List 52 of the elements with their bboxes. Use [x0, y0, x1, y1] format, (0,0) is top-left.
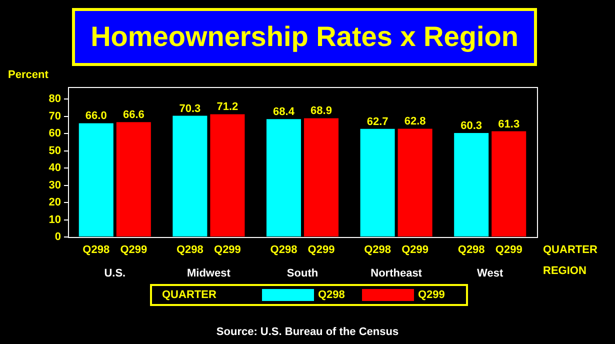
- legend-label: Q299: [418, 289, 445, 301]
- source-note: Source: U.S. Bureau of the Census: [215, 326, 400, 338]
- bar: [492, 131, 526, 236]
- bar: [454, 133, 489, 236]
- text: QUARTER: [162, 289, 216, 301]
- text: Q299: [214, 244, 241, 256]
- y-tick-label: 40: [48, 162, 61, 174]
- data-label: 61.3: [498, 118, 520, 130]
- y-tick-label: 60: [48, 128, 61, 140]
- x-tick-label: West: [477, 268, 504, 280]
- bar: [360, 128, 395, 236]
- bar: [398, 128, 432, 236]
- data-label: 62.7: [366, 116, 388, 128]
- chart-title: Homeownership Rates x Region: [72, 8, 537, 66]
- y-tick-label: 0: [54, 231, 61, 244]
- data-label: 68.4: [273, 106, 296, 118]
- y-tick-label: 80: [48, 93, 61, 106]
- y-tick-label: 20: [48, 196, 61, 209]
- legend-label: Q298: [318, 289, 345, 301]
- x-axis-title: REGION: [543, 265, 586, 277]
- bar: [266, 119, 301, 236]
- bar: [78, 123, 114, 236]
- y-tick-label: 30: [48, 179, 61, 192]
- data-label: 66.0: [85, 110, 107, 122]
- legend-title: QUARTER: [543, 244, 598, 256]
- data-label: 66.6: [122, 109, 144, 122]
- text: Q298: [270, 244, 298, 256]
- text: Q299: [495, 244, 522, 256]
- y-tick-label: 10: [48, 214, 61, 226]
- text: Q298: [82, 244, 110, 256]
- y-tick-label: 70: [48, 110, 61, 122]
- bar: [172, 116, 208, 236]
- text: Q298: [364, 244, 391, 256]
- data-label: 60.3: [460, 120, 482, 132]
- bar: [210, 114, 245, 236]
- data-label: 71.2: [216, 101, 238, 114]
- text: Q299: [120, 244, 148, 256]
- data-label: 70.3: [179, 102, 201, 115]
- data-label: 68.9: [310, 105, 332, 118]
- x-tick-label: Midwest: [186, 268, 231, 280]
- y-axis-title: Percent: [8, 69, 49, 81]
- y-tick-label: 50: [48, 144, 61, 157]
- bar: [116, 122, 151, 236]
- text: Q298: [458, 244, 485, 256]
- text: Q298: [176, 244, 204, 256]
- text: Q299: [308, 244, 335, 256]
- text: Q299: [402, 244, 429, 256]
- x-tick-label: Northeast: [370, 268, 422, 280]
- x-tick-label: South: [286, 268, 318, 280]
- data-label: 62.8: [404, 116, 426, 128]
- x-tick-label: U.S.: [104, 268, 126, 280]
- bar: [304, 118, 339, 236]
